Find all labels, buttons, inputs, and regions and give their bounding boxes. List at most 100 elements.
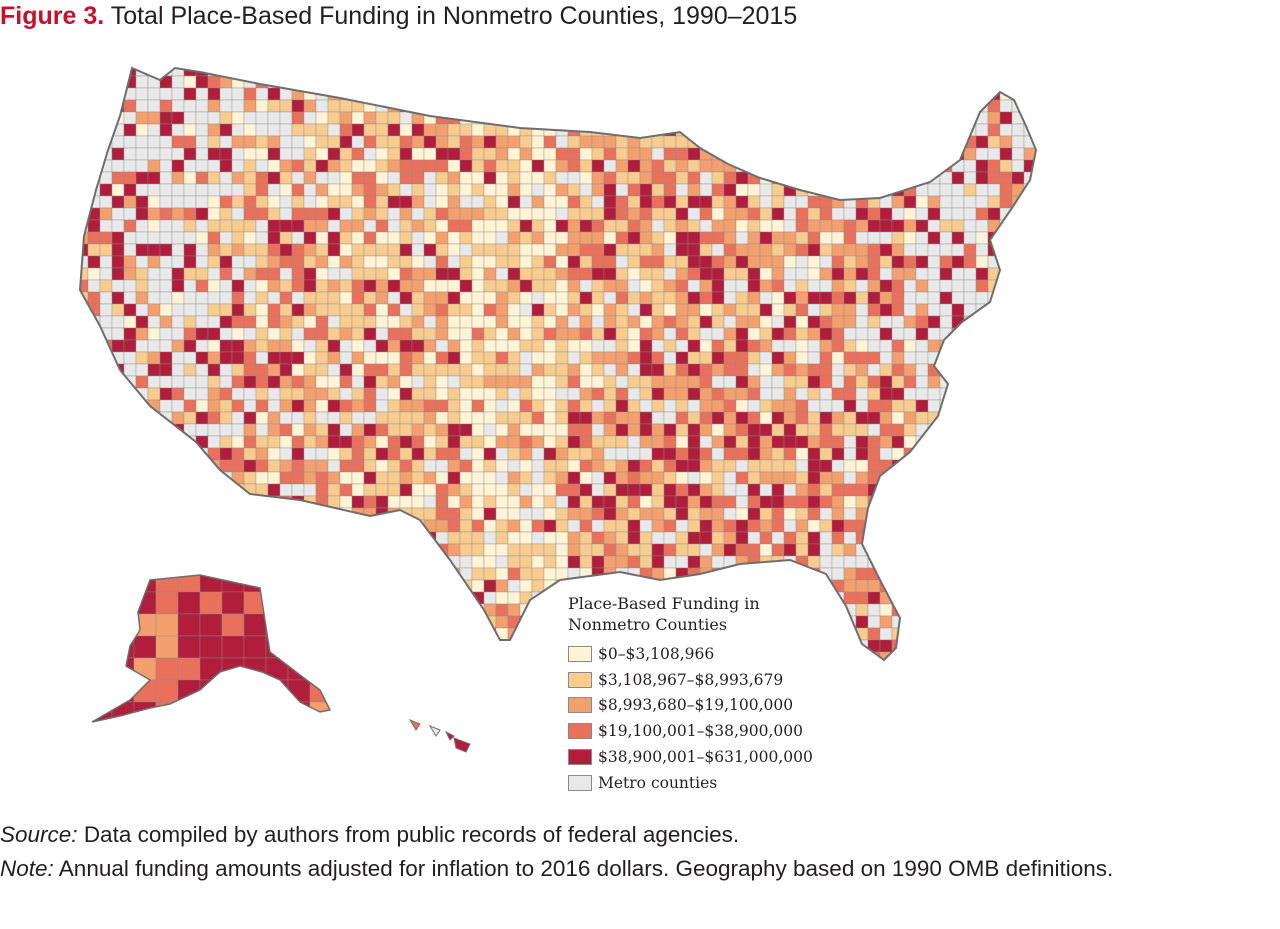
county-cell: [423, 195, 437, 209]
county-cell: [507, 183, 521, 197]
county-cell: [147, 339, 161, 353]
county-cell: [111, 315, 125, 329]
county-cell: [483, 555, 497, 569]
county-cell: [987, 651, 1001, 660]
county-cell: [759, 87, 773, 101]
county-cell: [783, 495, 797, 509]
county-cell: [423, 351, 437, 365]
county-cell: [555, 423, 569, 437]
county-cell: [891, 87, 905, 101]
county-cell: [327, 567, 341, 581]
county-cell: [399, 135, 413, 149]
county-cell: [1011, 579, 1025, 593]
county-cell: [915, 207, 929, 221]
county-cell: [795, 507, 809, 521]
county-cell: [255, 87, 269, 101]
county-cell: [159, 147, 173, 161]
county-cell: [663, 243, 677, 257]
county-cell: [99, 483, 113, 497]
county-cell: [639, 68, 653, 77]
county-cell: [471, 411, 485, 425]
county-cell: [80, 111, 89, 125]
county-cell: [279, 519, 293, 533]
county-cell: [459, 555, 473, 569]
county-cell: [363, 195, 377, 209]
county-cell: [663, 171, 677, 185]
county-cell: [891, 471, 905, 485]
county-cell: [471, 399, 485, 413]
county-cell: [375, 615, 389, 629]
county-cell: [267, 531, 281, 545]
county-cell: [1023, 75, 1036, 89]
county-cell: [111, 423, 125, 437]
county-cell: [531, 243, 545, 257]
county-cell: [603, 363, 617, 377]
county-cell: [963, 255, 977, 269]
county-cell: [807, 339, 821, 353]
county-cell: [447, 507, 461, 521]
county-cell: [843, 231, 857, 245]
county-cell: [903, 519, 917, 533]
county-cell: [315, 603, 329, 617]
county-cell: [855, 459, 869, 473]
county-cell: [315, 579, 329, 593]
county-cell: [891, 363, 905, 377]
county-cell: [303, 591, 317, 605]
county-cell: [879, 279, 893, 293]
county-cell: [807, 99, 821, 113]
county-cell: [939, 243, 953, 257]
county-cell: [939, 471, 953, 485]
county-cell: [1011, 399, 1025, 413]
county-cell: [903, 639, 917, 653]
county-cell: [363, 531, 377, 545]
county-cell: [975, 87, 989, 101]
county-cell: [459, 195, 473, 209]
county-cell: [411, 171, 425, 185]
county-cell: [171, 135, 185, 149]
county-cell: [80, 603, 89, 617]
county-cell: [723, 255, 737, 269]
county-cell: [435, 339, 449, 353]
county-cell: [171, 123, 185, 137]
county-cell: [675, 579, 689, 593]
county-cell: [243, 159, 257, 173]
county-cell: [795, 327, 809, 341]
county-cell: [267, 195, 281, 209]
county-cell: [867, 255, 881, 269]
county-cell: [507, 219, 521, 233]
county-cell: [867, 435, 881, 449]
county-cell: [639, 159, 653, 173]
county-cell: [1011, 411, 1025, 425]
county-cell: [1035, 375, 1036, 389]
county-cell: [423, 327, 437, 341]
county-cell: [915, 399, 929, 413]
county-cell: [483, 279, 497, 293]
county-cell: [243, 567, 257, 581]
county-cell: [507, 159, 521, 173]
county-cell: [783, 255, 797, 269]
county-cell: [723, 399, 737, 413]
county-cell: [483, 159, 497, 173]
county-cell: [219, 171, 233, 185]
county-cell: [879, 555, 893, 569]
county-cell: [471, 459, 485, 473]
county-cell: [459, 375, 473, 389]
county-cell: [543, 531, 557, 545]
county-cell: [183, 519, 197, 533]
county-cell: [987, 75, 1001, 89]
county-cell: [1035, 507, 1036, 521]
county-cell: [939, 531, 953, 545]
county-cell: [183, 135, 197, 149]
county-cell: [807, 231, 821, 245]
county-cell: [207, 351, 221, 365]
county-cell: [183, 483, 197, 497]
county-cell: [267, 68, 281, 77]
county-cell: [915, 99, 929, 113]
county-cell: [963, 387, 977, 401]
county-cell: [303, 519, 317, 533]
county-cell: [327, 147, 341, 161]
county-cell: [399, 603, 413, 617]
county-cell: [435, 303, 449, 317]
county-cell: [231, 171, 245, 185]
county-cell: [663, 399, 677, 413]
